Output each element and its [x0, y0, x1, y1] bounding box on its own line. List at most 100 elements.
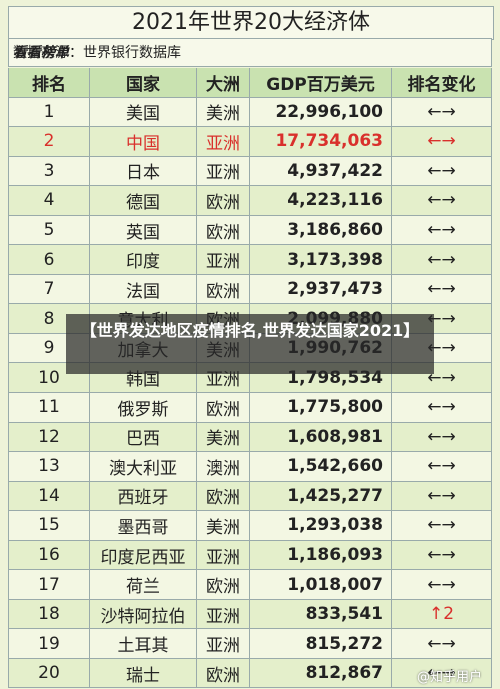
badge: 看看榜单	[13, 45, 69, 61]
cell: 法国	[90, 274, 197, 304]
table-row: 11 俄罗斯 欧洲 1,775,800 ←→	[8, 393, 492, 423]
overlay-caption: 【世界发达地区疫情排名,世界发达国家2021】	[66, 314, 434, 374]
cell: ←→	[392, 274, 492, 304]
table-row: 4 德国 欧洲 4,223,116 ←→	[8, 186, 492, 216]
cell: 英国	[90, 215, 197, 245]
table-row: 18 沙特阿拉伯 亚洲 833,541 ↑2	[8, 599, 492, 630]
cell: 亚洲	[197, 127, 250, 156]
cell: 1,608,981	[250, 422, 392, 452]
column-header: GDP百万美元	[250, 68, 392, 97]
column-header: 大洲	[197, 68, 250, 97]
cell: 2,937,473	[250, 274, 392, 304]
cell: 14	[8, 481, 90, 511]
cell: ←→	[392, 245, 492, 274]
column-header: 排名变化	[392, 68, 492, 97]
cell: ↑2	[392, 599, 492, 629]
cell: 11	[8, 393, 90, 422]
table-row: 15 墨西哥 美洲 1,293,038 ←→	[8, 511, 492, 541]
cell: 亚洲	[197, 599, 250, 629]
cell: ←→	[392, 393, 492, 422]
cell: ←→	[392, 363, 492, 393]
cell: ←→	[392, 422, 492, 452]
cell: 19	[8, 629, 90, 658]
table-row: 1 美国 美洲 22,996,100 ←→	[8, 97, 492, 128]
cell: ←→	[392, 570, 492, 599]
table-row: 12 巴西 美洲 1,608,981 ←→	[8, 422, 492, 453]
table-row: 2 中国 亚洲 17,734,063 ←→	[8, 127, 492, 157]
cell: 德国	[90, 186, 197, 215]
watermark: @知乎用户	[416, 670, 482, 685]
table: 排名 国家 大洲 GDP百万美元 排名变化 1 美国 美洲 22,996,100 ←→ 2 中国 亚洲 1…	[8, 68, 492, 689]
table-row: 6 印度 亚洲 3,173,398 ←→	[8, 245, 492, 275]
cell: 4,223,116	[250, 186, 392, 215]
cell: 12	[8, 422, 90, 452]
cell: 5	[8, 215, 90, 245]
cell: 美国	[90, 97, 197, 127]
cell: 美洲	[197, 511, 250, 540]
cell: 3	[8, 156, 90, 186]
cell: 22,996,100	[250, 97, 392, 127]
cell: 欧洲	[197, 570, 250, 599]
source: 数据来源：世界银行数据库	[13, 45, 181, 61]
cell: ←→	[392, 186, 492, 215]
cell: ←→	[392, 481, 492, 511]
table-row: 5 英国 欧洲 3,186,860 ←→	[8, 215, 492, 246]
cell: 2	[8, 127, 90, 156]
table-row: 13 澳大利亚 澳洲 1,542,660 ←→	[8, 452, 492, 482]
cell: ←→	[392, 452, 492, 481]
title: 2021年世界20大经济体	[8, 6, 494, 40]
cell: 3,173,398	[250, 245, 392, 274]
cell: 1	[8, 97, 90, 127]
cell: ←→	[392, 629, 492, 658]
cell: ←→	[392, 658, 492, 688]
cell: 欧洲	[197, 274, 250, 304]
column-header: 排名	[8, 68, 90, 97]
cell: 833,541	[250, 599, 392, 629]
cell: ←→	[392, 304, 492, 333]
cell: 1,542,660	[250, 452, 392, 481]
cell: 1,775,800	[250, 393, 392, 422]
cell: 1,293,038	[250, 511, 392, 540]
cell: 亚洲	[197, 629, 250, 658]
cell: 中国	[90, 127, 197, 156]
cell: 1,018,007	[250, 570, 392, 599]
table-row: 3 日本 亚洲 4,937,422 ←→	[8, 156, 492, 187]
cell: 印度	[90, 245, 197, 274]
cell: 13	[8, 452, 90, 481]
table-row: 20 瑞士 欧洲 812,867 ←→	[8, 658, 492, 689]
cell: ←→	[392, 156, 492, 186]
cell: 瑞士	[90, 658, 197, 688]
source-bar: 数据来源：世界银行数据库 看看榜单	[8, 38, 492, 67]
cell: 4	[8, 186, 90, 215]
cell: 澳洲	[197, 452, 250, 481]
cell: 17,734,063	[250, 127, 392, 156]
table-row: 7 法国 欧洲 2,937,473 ←→	[8, 274, 492, 305]
cell: ←→	[392, 215, 492, 245]
table-row: 17 荷兰 欧洲 1,018,007 ←→	[8, 570, 492, 600]
cell: ←→	[392, 127, 492, 156]
cell: ←→	[392, 97, 492, 127]
header-row: 排名 国家 大洲 GDP百万美元 排名变化	[8, 68, 492, 98]
cell: 18	[8, 599, 90, 629]
cell: 亚洲	[197, 156, 250, 186]
cell: 欧洲	[197, 186, 250, 215]
cell: ←→	[392, 511, 492, 540]
cell: 墨西哥	[90, 511, 197, 540]
cell: 韩国	[90, 363, 197, 393]
cell: 亚洲	[197, 245, 250, 274]
cell: 4,937,422	[250, 156, 392, 186]
cell: 17	[8, 570, 90, 599]
cell: 亚洲	[197, 540, 250, 570]
cell: 6	[8, 245, 90, 274]
cell: 亚洲	[197, 363, 250, 393]
cell: 荷兰	[90, 570, 197, 599]
cell: 欧洲	[197, 215, 250, 245]
cell: 15	[8, 511, 90, 540]
table-row: 14 西班牙 欧洲 1,425,277 ←→	[8, 481, 492, 512]
cell: 20	[8, 658, 90, 688]
cell: 1,425,277	[250, 481, 392, 511]
cell: 欧洲	[197, 658, 250, 688]
table-row: 19 土耳其 亚洲 815,272 ←→	[8, 629, 492, 659]
cell: 日本	[90, 156, 197, 186]
